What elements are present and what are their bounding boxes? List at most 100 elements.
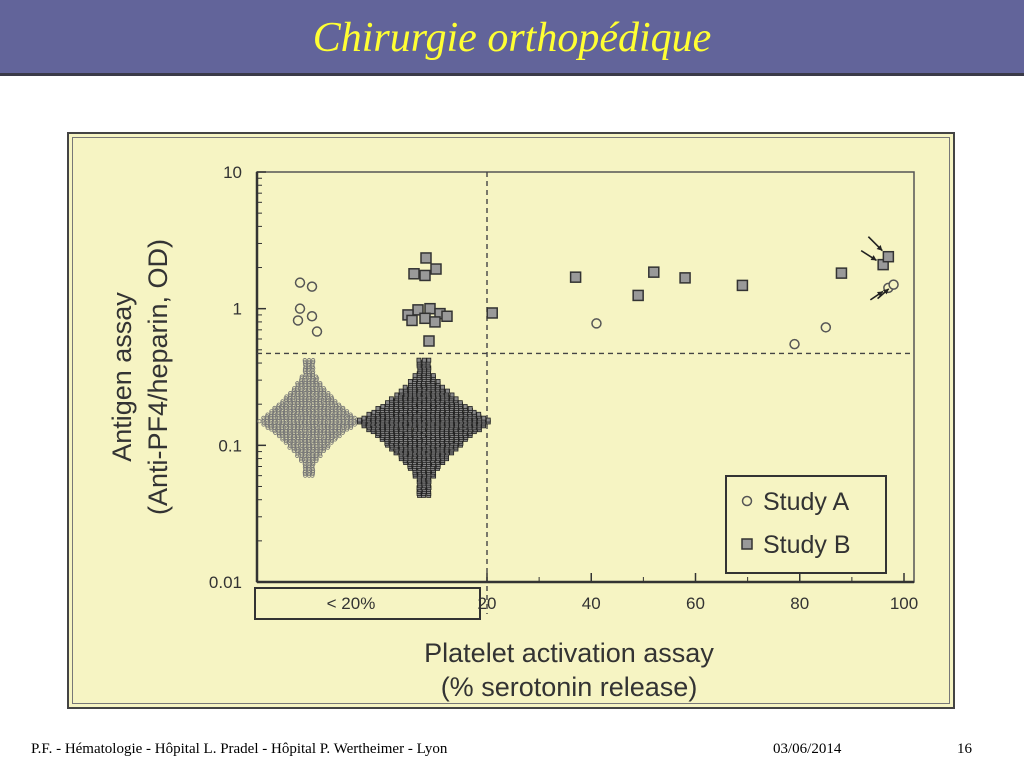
tick-marks: 10 1 0.1 0.01 20 40 60 80 100 <box>209 163 918 613</box>
study-a-cluster-point <box>292 386 297 391</box>
study-a-point <box>888 279 899 290</box>
scatter-chart: 10 1 0.1 0.01 20 40 60 80 100 < 20% Platelet act… <box>107 163 918 702</box>
study-a-cluster-point <box>302 359 307 364</box>
study-a-cluster-point <box>311 359 316 364</box>
study-a-cluster-point <box>344 409 350 414</box>
title-bar: Chirurgie orthopédique <box>0 0 1024 76</box>
y-tick-label: 1 <box>233 300 242 319</box>
study-b-cluster-point <box>449 392 455 398</box>
study-a-cluster-point <box>352 415 357 421</box>
study-b-point <box>648 266 660 278</box>
study-b-below-20-point <box>429 316 441 328</box>
x-axis-title-line2: (% serotonin release) <box>441 672 698 702</box>
study-a-cluster-point <box>329 394 334 399</box>
study-b-cluster-point <box>398 388 404 394</box>
below-20-label: < 20% <box>327 594 376 613</box>
study-b-cluster-point <box>457 400 463 406</box>
study-b-cluster-point <box>375 406 381 411</box>
y-axis-title-line1: Antigen assay <box>107 292 137 462</box>
study-a-cluster-point <box>341 405 346 411</box>
study-b-cluster-point <box>426 357 432 363</box>
data-points <box>292 250 899 350</box>
study-b-below-20-point <box>424 302 436 315</box>
study-a-cluster-point <box>333 400 338 406</box>
slide-title: Chirurgie orthopédique <box>312 15 712 61</box>
x-tick-label: 80 <box>790 594 809 613</box>
study-b-cluster-point <box>416 357 422 363</box>
study-b-cluster-point <box>485 417 491 423</box>
study-b-cluster-point <box>476 411 482 417</box>
study-a-cluster-point <box>326 391 331 396</box>
study-b-cluster-point <box>380 404 386 409</box>
study-a-cluster-point <box>272 407 277 412</box>
legend-marker-study-a <box>741 495 753 507</box>
study-b-below-20-point <box>441 310 453 323</box>
study-b-cluster-point <box>462 404 468 409</box>
study-b-below-20-point <box>419 269 431 282</box>
y-tick-label: 0.01 <box>209 573 242 592</box>
footer-page-number: 16 <box>957 741 972 757</box>
study-a-cluster-point <box>307 358 312 363</box>
study-b-cluster-point <box>440 384 445 390</box>
study-b-cluster-point <box>357 417 362 423</box>
study-a-cluster-point <box>295 381 300 386</box>
legend-marker-study-b <box>741 538 753 550</box>
study-b-cluster-point <box>445 388 450 394</box>
study-b-below-20-point <box>420 252 432 264</box>
study-a-cluster-point <box>307 359 312 364</box>
study-a-cluster-point <box>336 402 342 407</box>
x-tick-label: 60 <box>686 594 705 613</box>
study-b-point <box>835 267 848 279</box>
study-b-below-20-point <box>423 335 435 347</box>
y-tick-label: 0.1 <box>218 436 242 455</box>
study-b-cluster-point <box>366 411 372 417</box>
study-b-below-20-point <box>406 314 418 327</box>
y-tick-label: 10 <box>223 163 242 182</box>
annotation-arrowhead <box>876 244 883 251</box>
study-b-point <box>736 279 749 292</box>
study-b-point <box>569 271 582 283</box>
study-b-cluster-point <box>481 415 487 421</box>
annotation-arrowhead <box>870 255 877 261</box>
study-a-cluster-point <box>341 407 346 412</box>
study-a-cluster-point <box>321 386 326 391</box>
study-a-cluster-point <box>344 410 349 416</box>
study-b-cluster-point <box>385 400 390 406</box>
study-b-point <box>882 250 895 263</box>
y-axis-title-line2: (Anti-PF4/heparin, OD) <box>143 239 173 515</box>
study-b-point <box>632 289 644 302</box>
study-a-below-20-point <box>306 281 318 292</box>
study-a-point <box>591 318 602 329</box>
study-a-cluster-point <box>333 399 338 404</box>
annotation-arrowhead <box>882 288 889 295</box>
study-b-cluster-point <box>430 373 436 379</box>
study-b-point <box>679 272 691 284</box>
legend-box <box>725 475 887 574</box>
threshold-lines <box>257 172 914 614</box>
study-a-below-20-point <box>306 311 318 322</box>
study-a-below-20-point <box>292 315 304 326</box>
study-b-below-20-point <box>419 312 431 325</box>
study-a-below-20-point <box>294 303 306 314</box>
study-a-below-20-point <box>311 326 323 337</box>
study-a-point <box>789 338 800 350</box>
study-b-below-20-point <box>430 263 442 275</box>
legend-label-study-a: Study A <box>763 488 849 516</box>
plot-area-frame <box>256 171 915 583</box>
study-b-cluster-point <box>412 373 418 379</box>
study-a-cluster-point <box>302 358 307 363</box>
study-b-point <box>486 307 498 319</box>
study-b-cluster-point <box>467 406 473 411</box>
study-a-point <box>820 322 832 333</box>
study-b-cluster-point <box>407 379 413 384</box>
study-a-cluster-point <box>326 392 331 397</box>
annotation-arrowhead <box>876 291 883 297</box>
study-a-cluster-point <box>318 381 323 386</box>
figure-inner-border <box>72 137 950 704</box>
footer-date: 03/06/2014 <box>773 741 842 757</box>
study-b-cluster-point <box>435 379 441 384</box>
x-tick-label: 100 <box>890 594 918 613</box>
study-a-cluster-point <box>348 412 353 417</box>
x-axis-title-line1: Platelet activation assay <box>424 638 714 668</box>
legend-label-study-b: Study B <box>763 531 851 559</box>
